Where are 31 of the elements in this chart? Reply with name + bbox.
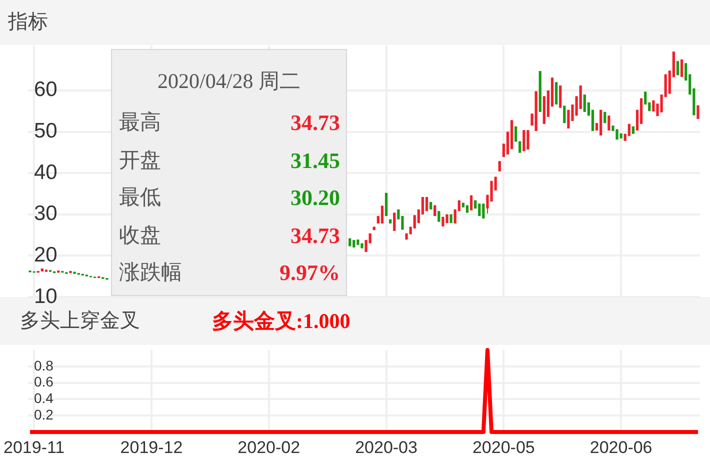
- annotation: 开盘: [119, 148, 161, 174]
- annotation: 34.73: [290, 110, 340, 136]
- y-tick-label: 0.8: [34, 357, 54, 374]
- x-tick-label: 2020-05: [472, 438, 535, 457]
- y-tick-label: 20: [34, 243, 58, 266]
- x-tick-label: 2019-11: [4, 438, 65, 457]
- x-tick-label: 2020-03: [355, 438, 418, 457]
- text: 多头金叉:1.000: [212, 308, 350, 335]
- annotation: 2020/04/28 周二: [156, 68, 302, 94]
- annotation: 涨跌幅: [119, 260, 182, 286]
- y-tick-label: 0.4: [34, 390, 54, 406]
- annotation: 最低: [119, 185, 161, 211]
- annotation: 34.73: [290, 222, 340, 248]
- y-tick-label: 50: [34, 120, 58, 143]
- x-tick-label: 2020-02: [238, 438, 300, 457]
- y-tick-label: 10: [34, 284, 58, 308]
- y-tick-label: 0.6: [34, 374, 54, 390]
- y-tick-label: 60: [34, 78, 58, 102]
- y-tick-label: 40: [34, 160, 58, 184]
- annotation: 9.97%: [278, 260, 340, 286]
- candlestick: [65, 272, 68, 274]
- chart-title: 多头上穿金叉: [20, 310, 140, 332]
- annotation: 30.20: [290, 185, 340, 211]
- y-tick-label: 30: [34, 202, 58, 226]
- y-tick-label: 0.2: [34, 406, 54, 422]
- x-tick-label: 2020-06: [590, 438, 652, 457]
- annotation: 31.45: [290, 148, 340, 174]
- annotation: 最高: [119, 110, 161, 136]
- annotation: 收盘: [119, 222, 161, 248]
- chart-title: 指标: [8, 10, 48, 35]
- x-tick-label: 2019-12: [120, 438, 183, 457]
